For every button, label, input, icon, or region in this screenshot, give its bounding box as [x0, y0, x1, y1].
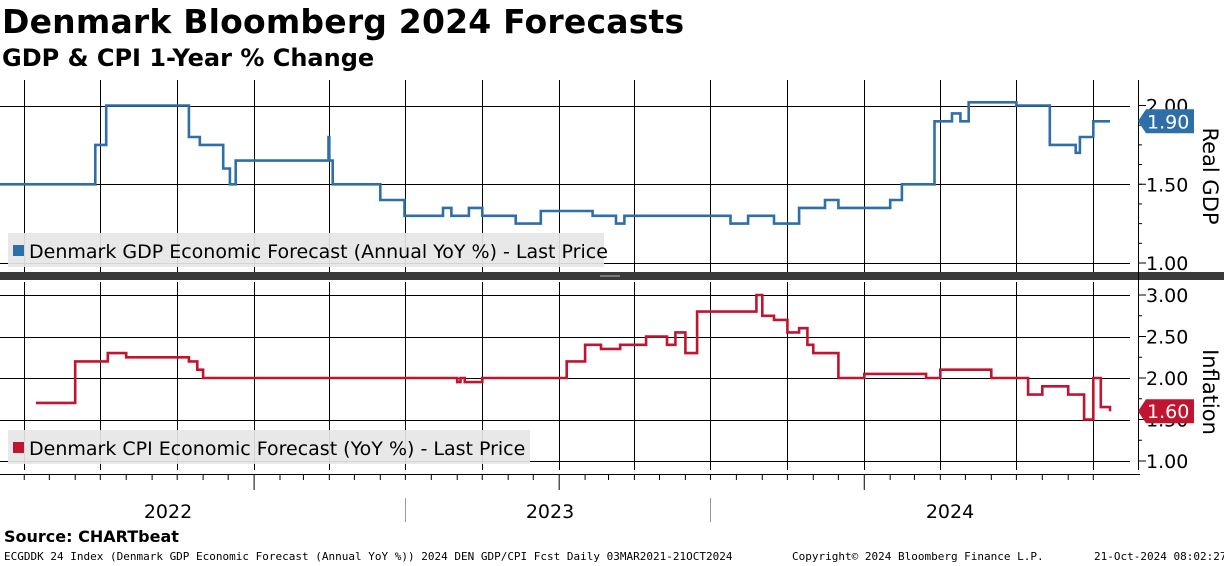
page-title: Denmark Bloomberg 2024 Forecasts	[2, 2, 685, 41]
source-note: Source: CHARTbeat	[4, 527, 179, 546]
gdp-last-value-badge	[1138, 109, 1194, 134]
y-tick-label: 1.50	[1146, 174, 1188, 196]
x-tick-label: 2024	[926, 501, 974, 523]
y-tick-label: 2.50	[1146, 327, 1188, 349]
timestamp-text: 21-Oct-2024 08:02:27	[1094, 550, 1224, 563]
gdp-last-value-label: 1.90	[1147, 111, 1189, 133]
gdp-legend-swatch	[13, 245, 24, 256]
grid-layer	[0, 80, 1224, 470]
cpi-last-value-badge	[1138, 399, 1194, 424]
y-tick-label: 3.00	[1146, 285, 1188, 307]
cpi-legend-box	[8, 430, 530, 464]
y-tick-label: 2.00	[1146, 368, 1188, 390]
copyright-text: Copyright© 2024 Bloomberg Finance L.P.	[792, 550, 1044, 563]
cpi-legend-label: Denmark CPI Economic Forecast (YoY %) - …	[29, 438, 525, 460]
x-tick-label: 2023	[526, 501, 574, 523]
series-layer	[0, 101, 1112, 421]
gdp-legend-box	[8, 233, 604, 267]
y-tick-label: 1.00	[1146, 451, 1188, 473]
legend-layer: Denmark GDP Economic Forecast (Annual Yo…	[8, 233, 608, 464]
gdp-legend-label: Denmark GDP Economic Forecast (Annual Yo…	[29, 241, 608, 263]
y-tick-label: 1.00	[1146, 253, 1188, 275]
gdp-series-line	[0, 101, 1110, 225]
x-tick-label: 2022	[144, 501, 192, 523]
gdp-axis-title: Real GDP	[1198, 127, 1222, 224]
cpi-legend-swatch	[13, 442, 24, 453]
cpi-last-value-label: 1.60	[1147, 401, 1189, 423]
ticker-text: ECGDDK 24 Index (Denmark GDP Economic Fo…	[4, 550, 733, 563]
cpi-axis-title: Inflation	[1198, 349, 1222, 435]
page-subtitle: GDP & CPI 1-Year % Change	[2, 44, 375, 72]
cpi-series-line	[35, 293, 1112, 421]
